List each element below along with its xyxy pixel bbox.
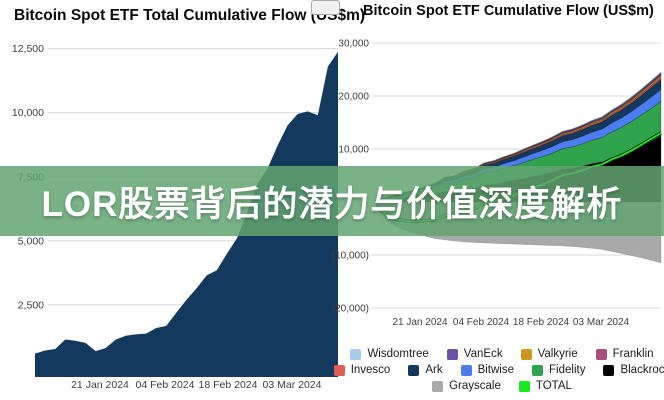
legend-label: Fidelity — [549, 364, 586, 376]
right-y-tick-label: (20,000) — [332, 304, 369, 315]
legend-label: Grayscale — [449, 380, 501, 392]
legend-item-blackrock: Blackrock — [603, 364, 664, 376]
legend-label: Franklin — [612, 348, 654, 360]
legend-item-grayscale: Grayscale — [432, 380, 501, 392]
legend-row: Wisdomtree VanEck Valkyrie Franklin — [340, 348, 664, 360]
legend-swatch-invesco — [333, 364, 345, 376]
legend-item-fidelity: Fidelity — [532, 364, 585, 376]
left-y-tick-label: 2,500 — [18, 299, 44, 311]
left-x-tick-label: 18 Feb 2024 — [199, 379, 258, 391]
left-x-tick-label: 03 Mar 2024 — [263, 379, 322, 391]
left-x-tick-label: 21 Jan 2024 — [71, 379, 129, 391]
left-y-tick-label: 12,500 — [12, 43, 44, 55]
legend-swatch-blackrock — [603, 364, 615, 376]
right-x-tick-label: 03 Mar 2024 — [573, 317, 630, 328]
legend-item-valkyrie: Valkyrie — [520, 348, 578, 360]
legend-swatch-total — [518, 380, 530, 392]
legend-swatch-wisdomtree — [350, 348, 362, 360]
legend-swatch-bitwise — [460, 364, 472, 376]
legend-label: Wisdomtree — [367, 348, 429, 360]
legend-label: Bitwise — [477, 364, 515, 376]
legend-swatch-fidelity — [532, 364, 544, 376]
legend-swatch-ark — [408, 364, 420, 376]
legend-row: Invesco Ark Bitwise Fidelity Blackrock — [333, 364, 664, 376]
right-y-tick-label: (10,000) — [332, 251, 369, 262]
legend-label: Valkyrie — [537, 348, 578, 360]
legend-swatch-grayscale — [432, 380, 444, 392]
legend-item-franklin: Franklin — [595, 348, 654, 360]
legend-row: Grayscale TOTAL — [340, 380, 664, 392]
legend-item-bitwise: Bitwise — [460, 364, 515, 376]
legend-item-invesco: Invesco — [333, 364, 391, 376]
right-y-tick-label: 10,000 — [338, 145, 369, 156]
right-x-tick-label: 04 Feb 2024 — [453, 317, 510, 328]
window-chip — [311, 0, 340, 15]
legend-swatch-valkyrie — [520, 348, 532, 360]
left-y-tick-label: 10,000 — [12, 107, 44, 119]
legend-swatch-franklin — [595, 348, 607, 360]
right-y-tick-label: 20,000 — [338, 92, 369, 103]
right-x-tick-label: 21 Jan 2024 — [392, 317, 447, 328]
legend-label: Invesco — [350, 364, 391, 376]
legend-label: TOTAL — [535, 380, 572, 392]
legend-label: Ark — [425, 364, 443, 376]
left-flow-area — [35, 51, 338, 377]
headline-text: LOR股票背后的潜力与价值深度解析 — [41, 184, 623, 224]
legend-item-wisdomtree: Wisdomtree — [350, 348, 429, 360]
right-chart-title: Bitcoin Spot ETF Cumulative Flow (US$m) — [363, 3, 654, 19]
legend-item-vaneck: VanEck — [446, 348, 503, 360]
headline-banner: LOR股票背后的潜力与价值深度解析 — [0, 166, 664, 236]
left-y-tick-label: 5,000 — [18, 235, 44, 247]
legend-label: VanEck — [463, 348, 503, 360]
left-x-tick-label: 04 Feb 2024 — [136, 379, 195, 391]
right-chart-legend: Wisdomtree VanEck Valkyrie Franklin Invesco A… — [333, 348, 664, 396]
legend-swatch-vaneck — [446, 348, 458, 360]
left-chart-title: Bitcoin Spot ETF Total Cumulative Flow (… — [14, 7, 366, 24]
legend-item-total: TOTAL — [518, 380, 572, 392]
right-x-tick-label: 18 Feb 2024 — [513, 317, 570, 328]
right-y-tick-label: 30,000 — [338, 39, 369, 50]
legend-item-ark: Ark — [408, 364, 443, 376]
legend-label: Blackrock — [620, 364, 664, 376]
